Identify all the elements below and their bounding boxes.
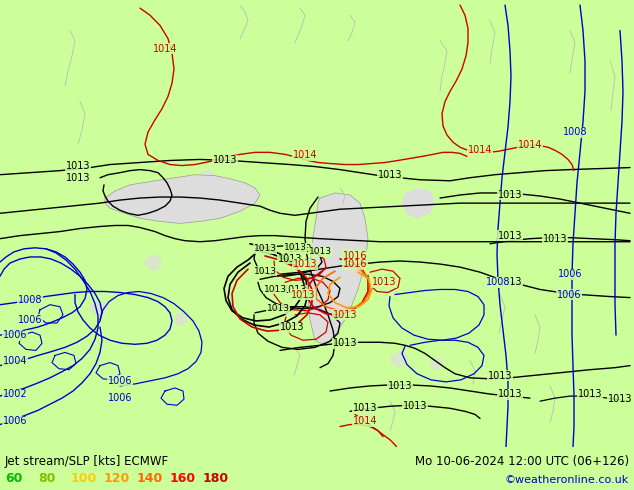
Text: 1008: 1008 [563, 127, 587, 137]
Text: 1006: 1006 [108, 376, 133, 386]
Text: 1013: 1013 [372, 277, 396, 287]
Text: 1013: 1013 [498, 389, 522, 399]
Text: 1006: 1006 [3, 416, 27, 426]
Text: 1013: 1013 [333, 310, 357, 320]
Text: 180: 180 [203, 472, 229, 485]
Text: 1008: 1008 [486, 277, 510, 287]
Text: 1013: 1013 [388, 381, 412, 391]
Polygon shape [144, 254, 162, 271]
Text: 1008: 1008 [18, 294, 42, 305]
Text: 1013: 1013 [254, 267, 276, 276]
Text: 1004: 1004 [3, 356, 27, 366]
Text: 1013: 1013 [378, 170, 402, 180]
Text: 1006: 1006 [108, 393, 133, 403]
Text: 1013: 1013 [498, 231, 522, 241]
Text: 1013: 1013 [280, 322, 304, 332]
Text: ©weatheronline.co.uk: ©weatheronline.co.uk [505, 475, 629, 485]
Text: 1013: 1013 [578, 389, 602, 399]
Text: 1006: 1006 [557, 290, 581, 299]
Text: 1006: 1006 [18, 315, 42, 325]
Text: 1013: 1013 [66, 161, 90, 171]
Text: 140: 140 [137, 472, 163, 485]
Text: 1013: 1013 [283, 286, 307, 295]
Text: 1002: 1002 [3, 389, 27, 399]
Text: 1013: 1013 [213, 155, 237, 166]
Text: 1013: 1013 [488, 371, 512, 381]
Text: 1013: 1013 [543, 234, 567, 244]
Text: 1013: 1013 [498, 190, 522, 200]
Text: 1013: 1013 [266, 304, 290, 313]
Text: 1014: 1014 [353, 416, 377, 426]
Text: Mo 10-06-2024 12:00 UTC (06+126): Mo 10-06-2024 12:00 UTC (06+126) [415, 455, 629, 467]
Text: 1013: 1013 [264, 285, 287, 294]
Text: 160: 160 [170, 472, 196, 485]
Text: 1013: 1013 [293, 259, 317, 269]
Text: 60: 60 [5, 472, 22, 485]
Text: 1014: 1014 [468, 146, 492, 155]
Text: 1013: 1013 [498, 277, 522, 287]
Text: 1014: 1014 [153, 44, 178, 54]
Text: 1016: 1016 [343, 251, 367, 261]
Polygon shape [402, 188, 435, 219]
Text: 1013: 1013 [333, 338, 357, 348]
Text: 1013: 1013 [608, 394, 632, 404]
Polygon shape [430, 358, 443, 371]
Polygon shape [200, 170, 214, 183]
Text: 1006: 1006 [3, 330, 27, 340]
Polygon shape [105, 175, 260, 223]
Text: 1016: 1016 [343, 259, 367, 269]
Text: 1013: 1013 [309, 247, 332, 256]
Text: 1013: 1013 [283, 244, 306, 252]
Text: 1013: 1013 [66, 173, 90, 183]
Text: 1014: 1014 [293, 150, 317, 160]
Text: 1013: 1013 [403, 401, 427, 411]
Text: 1013: 1013 [291, 290, 315, 299]
Text: 80: 80 [38, 472, 55, 485]
Text: 100: 100 [71, 472, 97, 485]
Polygon shape [390, 351, 408, 368]
Text: 1013: 1013 [254, 245, 276, 253]
Polygon shape [308, 193, 368, 345]
Text: 1014: 1014 [518, 140, 542, 150]
Text: 1013: 1013 [353, 403, 377, 413]
Polygon shape [174, 312, 188, 326]
Polygon shape [89, 301, 107, 316]
Text: 120: 120 [104, 472, 130, 485]
Text: 1013: 1013 [288, 244, 313, 254]
Text: 1006: 1006 [558, 269, 582, 279]
Text: 1013: 1013 [278, 254, 302, 264]
Text: Jet stream/SLP [kts] ECMWF: Jet stream/SLP [kts] ECMWF [5, 455, 169, 467]
